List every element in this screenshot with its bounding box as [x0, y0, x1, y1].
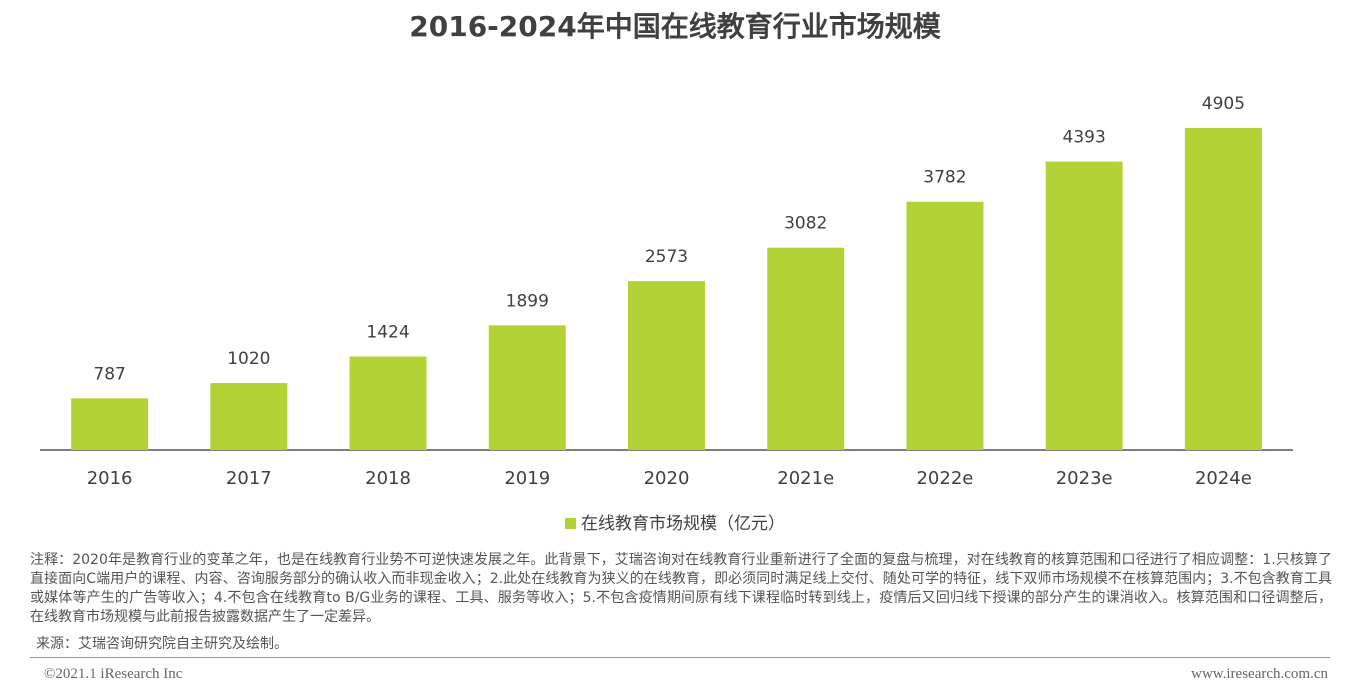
x-tick-label: 2024e	[1195, 468, 1252, 489]
x-tick-label: 2016	[87, 468, 133, 489]
data-label: 3782	[923, 168, 966, 188]
data-label: 4905	[1202, 94, 1245, 114]
divider	[30, 657, 1330, 658]
x-tick-label: 2019	[504, 468, 550, 489]
bar	[1184, 128, 1262, 450]
x-tick-label: 2018	[365, 468, 411, 489]
x-tick-label: 2023e	[1056, 468, 1113, 489]
bar	[906, 201, 984, 450]
bar	[210, 383, 288, 450]
data-label: 1424	[366, 323, 409, 343]
data-label: 4393	[1063, 128, 1106, 148]
bar	[1045, 161, 1123, 450]
legend-label: 在线教育市场规模（亿元）	[581, 514, 785, 534]
x-tick-label: 2022e	[916, 468, 973, 489]
chart-title: 2016-2024年中国在线教育行业市场规模	[409, 10, 941, 43]
source: 来源：艾瑞咨询研究院自主研究及绘制。	[36, 636, 288, 652]
x-tick-label: 2021e	[777, 468, 834, 489]
chart: 2016-2024年中国在线教育行业市场规模 2016 787 2017 1020 20…	[40, 10, 1293, 534]
note: 注释：2020年是教育行业的变革之年，也是在线教育行业势不可逆快速发展之年。此背…	[30, 552, 1332, 625]
copyright: ©2021.1 iResearch Inc	[44, 666, 183, 682]
x-tick-label: 2017	[226, 468, 272, 489]
bar	[628, 281, 705, 450]
bar	[71, 398, 149, 450]
bar	[488, 325, 566, 450]
data-label: 3082	[784, 214, 827, 234]
legend-swatch	[565, 518, 576, 529]
bar	[349, 356, 427, 450]
data-label: 1020	[227, 349, 270, 369]
data-label: 1899	[506, 291, 549, 311]
bar	[767, 247, 845, 450]
website: www.iresearch.com.cn	[1191, 666, 1328, 682]
data-label: 787	[93, 364, 125, 384]
data-label: 2573	[645, 247, 688, 267]
x-tick-label: 2020	[644, 468, 690, 489]
